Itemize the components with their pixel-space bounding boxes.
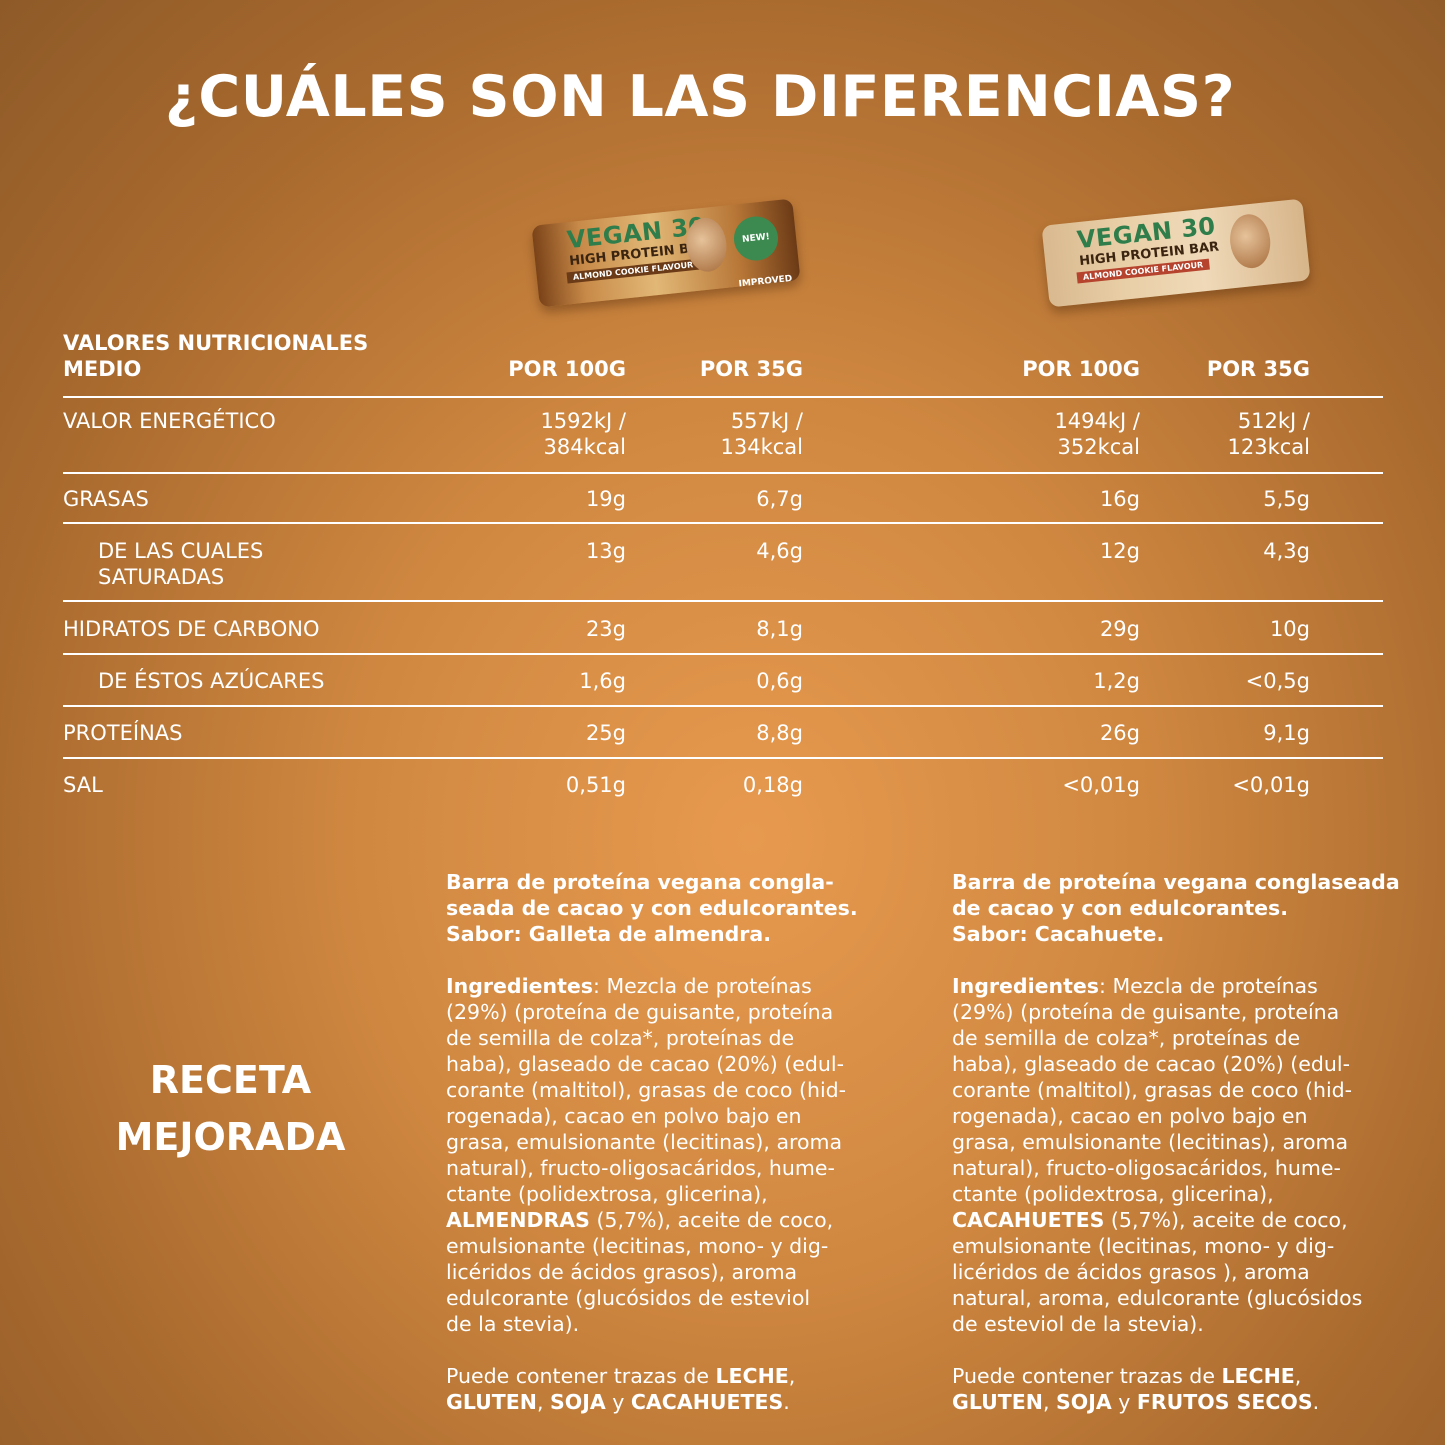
column-header: POR 100G: [1022, 357, 1140, 381]
row-label: DE ÉSTOS AZÚCARES: [98, 669, 325, 693]
table-cell: 4,6g: [756, 539, 803, 563]
column-header: POR 35G: [1206, 357, 1310, 381]
table-cell: 25g: [585, 721, 626, 745]
page-title: ¿CUÁLES SON LAS DIFERENCIAS?: [164, 64, 1236, 130]
column-header: POR 100G: [508, 357, 626, 381]
table-cell: <0,01g: [1062, 773, 1140, 797]
table-cell: 4,3g: [1263, 539, 1310, 563]
table-cell: 19g: [585, 487, 626, 511]
row-label: SAL: [63, 773, 103, 797]
table-cell: 8,1g: [756, 617, 803, 641]
product-bar-new-image: VEGAN 30 HIGH PROTEIN BAR ALMOND COOKIE …: [531, 198, 801, 308]
table-cell: 12g: [1099, 539, 1140, 563]
table-cell: 26g: [1099, 721, 1140, 745]
divider: [63, 396, 1383, 398]
ingredients-text: Ingredientes: Mezcla de proteínas (29%) …: [446, 974, 847, 1336]
table-cell: 1,6g: [579, 669, 626, 693]
new-badge: NEW! IMPROVED RECIPE: [731, 214, 793, 290]
allergen-traces: Puede contener trazas de LECHE, GLUTEN, …: [446, 1364, 796, 1414]
table-cell: 1,2g: [1093, 669, 1140, 693]
right-product-description: Barra de proteína vegana conglaseada de …: [952, 869, 1422, 1441]
table-cell: 13g: [585, 539, 626, 563]
description-intro: Barra de proteína vegana conglaseada de …: [952, 870, 1400, 946]
product-bar-old-image: VEGAN 30 HIGH PROTEIN BAR ALMOND COOKIE …: [1041, 198, 1311, 308]
table-cell: 8,8g: [756, 721, 803, 745]
table-cell: 0,51g: [565, 773, 626, 797]
table-cell: 0,6g: [756, 669, 803, 693]
table-cell: 23g: [585, 617, 626, 641]
table-cell: <0,5g: [1245, 669, 1310, 693]
divider: [63, 653, 1383, 655]
row-label: GRASAS: [63, 487, 149, 511]
description-intro: Barra de proteína vegana congla- seada d…: [446, 870, 858, 946]
row-label: HIDRATOS DE CARBONO: [63, 617, 320, 641]
row-label: PROTEÍNAS: [63, 721, 183, 745]
table-cell: 1494kJ /352kcal: [1054, 409, 1140, 459]
recipe-label: RECETA MEJORADA: [115, 1058, 346, 1159]
table-cell: 16g: [1099, 487, 1140, 511]
table-cell: 10g: [1269, 617, 1310, 641]
divider: [63, 757, 1383, 759]
column-header: POR 35G: [699, 357, 803, 381]
table-cell: 557kJ /134kcal: [720, 409, 804, 459]
table-cell: 6,7g: [756, 487, 803, 511]
divider: [63, 472, 1383, 474]
divider: [63, 600, 1383, 602]
left-product-description: Barra de proteína vegana congla- seada d…: [446, 869, 886, 1441]
table-header-label: VALORES NUTRICIONALES MEDIO: [63, 331, 369, 381]
ingredients-text: Ingredientes: Mezcla de proteínas (29%) …: [952, 974, 1363, 1336]
divider: [63, 705, 1383, 707]
table-cell: 5,5g: [1263, 487, 1310, 511]
table-cell: <0,01g: [1232, 773, 1310, 797]
almond-icon: [1227, 212, 1273, 271]
divider: [63, 522, 1383, 524]
row-label: DE LAS CUALES SATURADAS: [98, 539, 264, 589]
table-cell: 512kJ /123kcal: [1227, 409, 1311, 459]
table-cell: 29g: [1099, 617, 1140, 641]
table-cell: 0,18g: [742, 773, 803, 797]
table-cell: 1592kJ /384kcal: [540, 409, 626, 459]
allergen-traces: Puede contener trazas de LECHE, GLUTEN, …: [952, 1364, 1320, 1414]
table-cell: 9,1g: [1263, 721, 1310, 745]
row-label: VALOR ENERGÉTICO: [63, 409, 276, 433]
